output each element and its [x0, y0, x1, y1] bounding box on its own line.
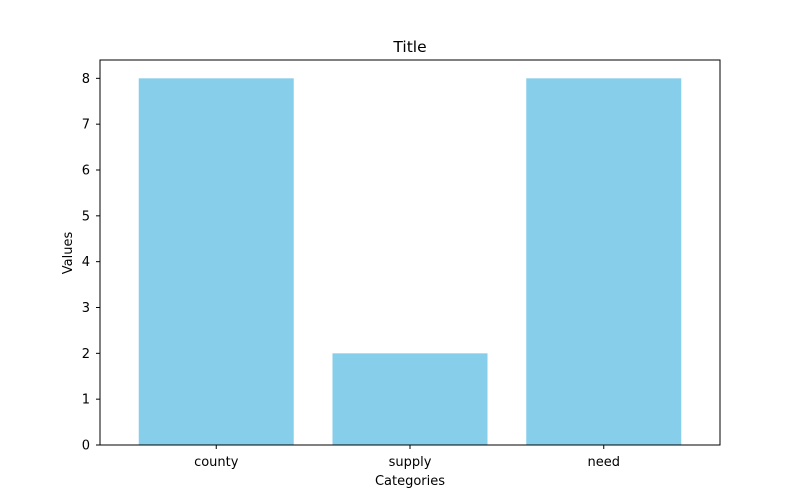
- x-axis-ticks: county supply need: [194, 445, 620, 470]
- plot-frame: [99, 59, 721, 446]
- bars-layer: [138, 78, 682, 445]
- y-tick-label: 0: [82, 439, 90, 454]
- x-tick-label: county: [194, 455, 239, 470]
- y-tick-label: 5: [82, 209, 90, 224]
- y-axis-ticks: 0 1 2 3 4 5 6 7 8: [82, 72, 100, 454]
- x-tick-label: need: [588, 455, 621, 470]
- x-tick-label: supply: [389, 455, 432, 470]
- y-axis-label: Values: [61, 232, 76, 275]
- y-tick-label: 1: [82, 393, 90, 408]
- y-tick-label: 6: [82, 164, 90, 179]
- x-axis-label: Categories: [375, 474, 445, 489]
- y-tick-label: 8: [82, 72, 90, 87]
- bar-need: [526, 78, 682, 445]
- y-tick-label: 2: [82, 347, 90, 362]
- chart-title: Title: [392, 38, 426, 56]
- bar-supply: [332, 353, 488, 445]
- bar-county: [138, 78, 294, 445]
- y-tick-label: 4: [82, 255, 90, 270]
- y-tick-label: 3: [82, 301, 90, 316]
- y-tick-label: 7: [82, 118, 90, 133]
